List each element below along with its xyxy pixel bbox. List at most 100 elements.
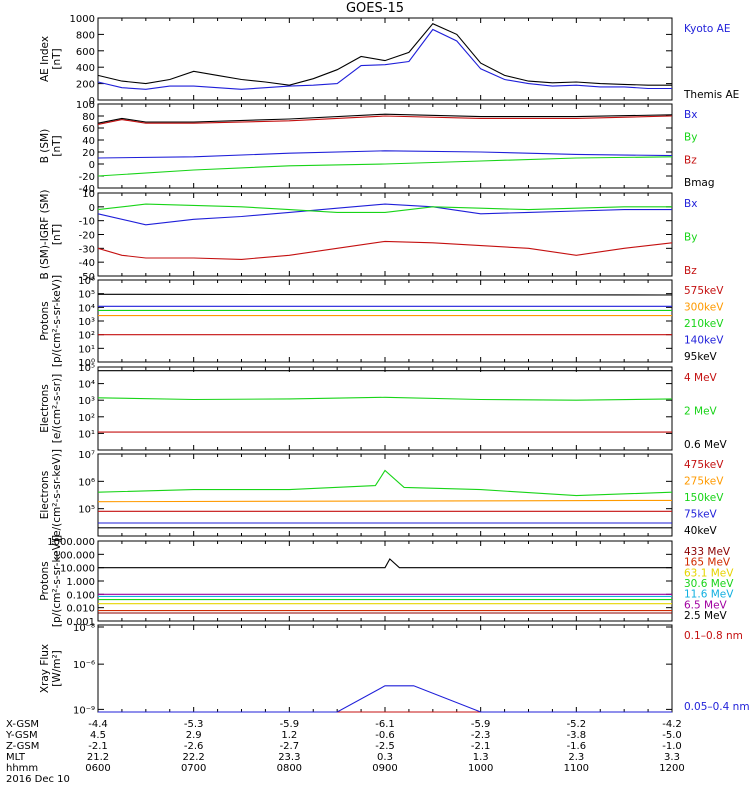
- x-row-label: Z-GSM: [6, 741, 39, 752]
- x-tick-label: 23.3: [278, 752, 300, 763]
- x-tick-label: -5.9: [471, 719, 491, 730]
- y-tick-label: 10¹: [78, 429, 95, 440]
- y-axis-label: [e/(cm²-s-sr)]: [51, 374, 63, 443]
- legend-entry: 475keV: [684, 459, 724, 471]
- figure-title: GOES-15: [346, 1, 404, 16]
- series-line: [97, 156, 673, 177]
- y-tick-label: 10⁵: [78, 290, 95, 301]
- x-tick-label: 1100: [564, 763, 589, 774]
- legend-entry: 0.1–0.8 nm: [684, 630, 743, 642]
- panel-7: 0.001 0.010 0.100 1.000 10.000 100.000 1000.00…: [39, 535, 734, 628]
- y-tick-label: -20: [79, 231, 95, 242]
- x-tick-label: 2.3: [568, 752, 584, 763]
- legend-entry: 6.5 MeV: [684, 599, 728, 611]
- x-row-label: X-GSM: [6, 719, 39, 730]
- x-tick-label: -0.6: [375, 730, 395, 741]
- x-axis-table: X-GSM -4.4 -5.3 -5.9 -6.1 -5.9 -5.2 -4.2 Y-GSM 4.…: [5, 719, 685, 785]
- y-tick-label: 10⁰: [78, 358, 95, 369]
- x-tick-label: -5.2: [567, 719, 587, 730]
- y-tick-label: 0.010: [66, 604, 95, 615]
- x-tick-label: 4.5: [90, 730, 106, 741]
- y-tick-label: 10³: [78, 396, 95, 407]
- legend-entry: 0.6 MeV: [684, 439, 728, 451]
- legend-entry: 275keV: [684, 476, 724, 488]
- series-line: [97, 113, 673, 124]
- y-tick-label: 800: [76, 30, 95, 41]
- x-row-label: MLT: [6, 752, 26, 763]
- series-line: [97, 28, 672, 90]
- legend-entry: 75keV: [684, 509, 718, 521]
- x-tick-label: -1.0: [662, 741, 682, 752]
- x-tick-label: 1000: [468, 763, 493, 774]
- series-line: [98, 558, 672, 569]
- legend-entry: Bx: [684, 109, 697, 121]
- legend-entry: 0.05–0.4 nm: [684, 701, 750, 713]
- legend-entry: 11.6 MeV: [684, 589, 734, 601]
- x-tick-label: 1.3: [473, 752, 489, 763]
- legend-entry: By: [684, 232, 697, 244]
- x-tick-label: -5.9: [280, 719, 300, 730]
- y-tick-label: -40: [79, 258, 95, 269]
- x-tick-label: 0600: [85, 763, 110, 774]
- legend-entry: 2 MeV: [684, 406, 718, 418]
- y-tick-label: 10⁴: [78, 303, 95, 314]
- x-tick-label: -4.2: [662, 719, 682, 730]
- y-tick-label: 1.000: [66, 577, 95, 588]
- x-tick-label: 22.2: [183, 752, 205, 763]
- y-axis-label: [nT]: [51, 48, 63, 69]
- y-axis-label: [p/(cm²-s-sr-keV)]: [51, 275, 63, 367]
- y-tick-label: 10.000: [60, 564, 95, 575]
- x-tick-label: -4.4: [88, 719, 108, 730]
- panel-frame: [97, 624, 673, 713]
- legend-entry: 210keV: [684, 318, 724, 330]
- legend-entry: Kyoto AE: [684, 23, 730, 35]
- x-tick-label: -5.3: [184, 719, 204, 730]
- legend-entry: Themis AE: [683, 89, 739, 101]
- legend-entry: 140keV: [684, 335, 724, 347]
- y-tick-label: -20: [79, 172, 95, 183]
- legend-entry: 40keV: [684, 525, 718, 537]
- legend-entry: 2.5 MeV: [684, 610, 728, 622]
- y-axis-label: [p/(cm²-s-sr-keV)]: [51, 535, 63, 627]
- panel-1: 0 200 400 600 800 1000 AE Index [nT] Kyoto AE The…: [39, 14, 739, 107]
- y-axis-label: [e/(cm²-s-sr-keV)]: [51, 449, 63, 541]
- y-tick-label: 1000.000: [47, 537, 95, 548]
- series-line: [97, 396, 673, 401]
- series-line: [97, 203, 672, 213]
- x-tick-label: 0700: [181, 763, 206, 774]
- y-tick-label: 0.100: [66, 590, 95, 601]
- y-tick-label: 100: [76, 100, 95, 111]
- y-tick-label: 60: [82, 124, 95, 135]
- y-axis-label: [nT]: [51, 135, 63, 156]
- legend-entry: 433 MeV: [684, 546, 731, 558]
- legend-entry: 165 MeV: [684, 557, 731, 569]
- y-tick-label: 10⁵: [78, 505, 95, 516]
- y-tick-label: 40: [82, 136, 95, 147]
- x-tick-label: -6.1: [375, 719, 395, 730]
- x-tick-label: -2.3: [471, 730, 491, 741]
- y-axis-label: Electrons: [39, 471, 51, 520]
- panel-8: 10⁻⁹ 10⁻⁶ 10⁻⁸ Xray Flux [W/m²] 0.1–0.8 nm 0.0…: [39, 623, 750, 716]
- y-tick-label: 10⁴: [78, 380, 95, 391]
- x-tick-label: -2.1: [471, 741, 491, 752]
- x-row-label: Y-GSM: [5, 730, 38, 741]
- x-tick-label: -2.5: [375, 741, 395, 752]
- y-tick-label: 0: [89, 160, 95, 171]
- x-tick-label: 0.3: [377, 752, 393, 763]
- series-line: [97, 115, 673, 125]
- panel-5: 10¹ 10² 10³ 10⁴ 10⁵ Electrons [e/(cm²-s-sr)] 4 …: [39, 363, 728, 451]
- legend-entry: Bmag: [684, 177, 715, 189]
- legend-entry: 4 MeV: [684, 372, 718, 384]
- y-tick-label: 10¹: [78, 344, 95, 355]
- legend-entry: Bz: [684, 265, 697, 277]
- x-tick-label: -1.6: [567, 741, 587, 752]
- y-tick-label: 10⁻⁹: [73, 705, 95, 716]
- y-tick-label: 10: [82, 189, 95, 200]
- y-tick-label: -30: [79, 244, 95, 255]
- series-line: [98, 685, 672, 713]
- y-tick-label: 10⁻⁸: [73, 623, 95, 634]
- y-tick-label: 10⁶: [78, 477, 95, 488]
- y-axis-label: Electrons: [39, 384, 51, 433]
